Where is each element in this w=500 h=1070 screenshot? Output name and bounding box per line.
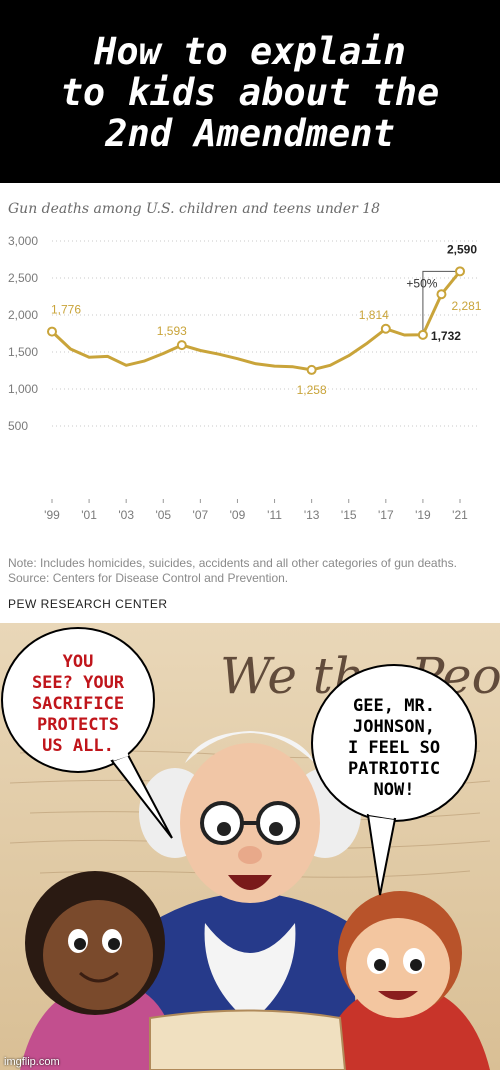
chart-source: Source: Centers for Disease Control and … [8,571,289,585]
x-tick-label: '11 [267,508,282,522]
data-point [47,326,57,337]
speech-line: GEE, MR. [353,696,435,716]
data-points [47,266,465,375]
bracket-line [422,270,460,335]
data-label: 1,593 [157,324,187,338]
speech-text-left: YOU SEE? YOUR SACRIFICE PROTECTS US ALL. [32,652,125,756]
x-tick-label: '15 [341,508,357,522]
meme-title-line-2: to kids about the [60,71,440,114]
x-tick-label: '13 [304,508,320,522]
data-label: 1,814 [359,308,389,322]
x-tick-label: '21 [452,508,468,522]
data-point [176,340,187,351]
line-chart: Gun deaths among U.S. children and teens… [8,201,482,522]
y-axis-ticks: 3,000 2,500 2,000 1,500 1,000 500 [8,234,38,433]
y-tick-label: 500 [8,419,28,433]
chart-title: Gun deaths among U.S. children and teens… [8,201,380,217]
speech-bubble-left: YOU SEE? YOUR SACRIFICE PROTECTS US ALL. [1,627,173,839]
data-point [380,323,391,334]
data-label: 2,590 [447,242,477,256]
data-label: 1,776 [51,303,81,317]
chart-grid [52,240,480,427]
publisher-label: PEW RESEARCH CENTER [8,597,168,611]
speech-line: SACRIFICE [32,694,124,714]
data-label: 1,258 [297,383,327,397]
scroll-document [149,1009,347,1070]
x-tick-label: '17 [378,508,394,522]
series-line [50,270,462,372]
x-tick-label: '05 [155,508,171,522]
x-tick-label: '09 [230,508,246,522]
y-tick-label: 1,500 [8,345,38,359]
y-tick-label: 3,000 [8,234,38,248]
meme-title-band: How to explain to kids about the 2nd Ame… [0,0,500,183]
speech-line: US ALL. [42,736,114,756]
percent-change-annotation: +50% [406,276,437,290]
speech-line: NOW! [374,780,415,800]
cartoon-illustration: We the People [0,623,500,1070]
x-tick-label: '03 [118,508,134,522]
data-point [417,329,428,340]
x-tick-label: '19 [415,508,431,522]
speech-line: PROTECTS [37,715,119,735]
data-labels: 1,776 1,593 1,258 1,814 1,732 2,281 2,590 [51,242,482,397]
meme-title-line-3: 2nd Amendment [105,112,395,155]
y-tick-label: 2,500 [8,271,38,285]
speech-line: SEE? YOUR [32,673,125,693]
speech-text-right: GEE, MR. JOHNSON, I FEEL SO PATRIOTIC NOW! [348,696,440,800]
data-label: 2,281 [451,299,481,313]
cartoon-panel: We the People [0,623,500,1070]
data-point [436,289,447,300]
change-bracket: +50% [406,270,460,335]
chart-panel: Gun deaths among U.S. children and teens… [0,183,500,623]
y-tick-label: 2,000 [8,308,38,322]
chart-note: Note: Includes homicides, suicides, acci… [8,556,457,570]
data-point [455,266,465,277]
speech-line: YOU [63,652,94,672]
speech-line: JOHNSON, [353,717,435,737]
data-point [306,364,317,375]
girl-figure [20,871,180,1070]
speech-line: PATRIOTIC [348,759,440,779]
meme-title-line-1: How to explain [94,30,406,73]
x-axis-ticks: '99 '01 '03 '05 '07 '09 '11 '13 '15 '17 '19 '21 [44,499,468,522]
y-tick-label: 1,000 [8,382,38,396]
x-tick-label: '07 [193,508,209,522]
imgflip-watermark: imgflip.com [4,1056,60,1068]
speech-line: I FEEL SO [348,738,440,758]
data-label: 1,732 [431,329,461,343]
x-tick-label: '99 [44,508,60,522]
speech-bubble-right: GEE, MR. JOHNSON, I FEEL SO PATRIOTIC NOW! [311,664,477,896]
x-tick-label: '01 [81,508,97,522]
boy-figure [320,891,490,1070]
